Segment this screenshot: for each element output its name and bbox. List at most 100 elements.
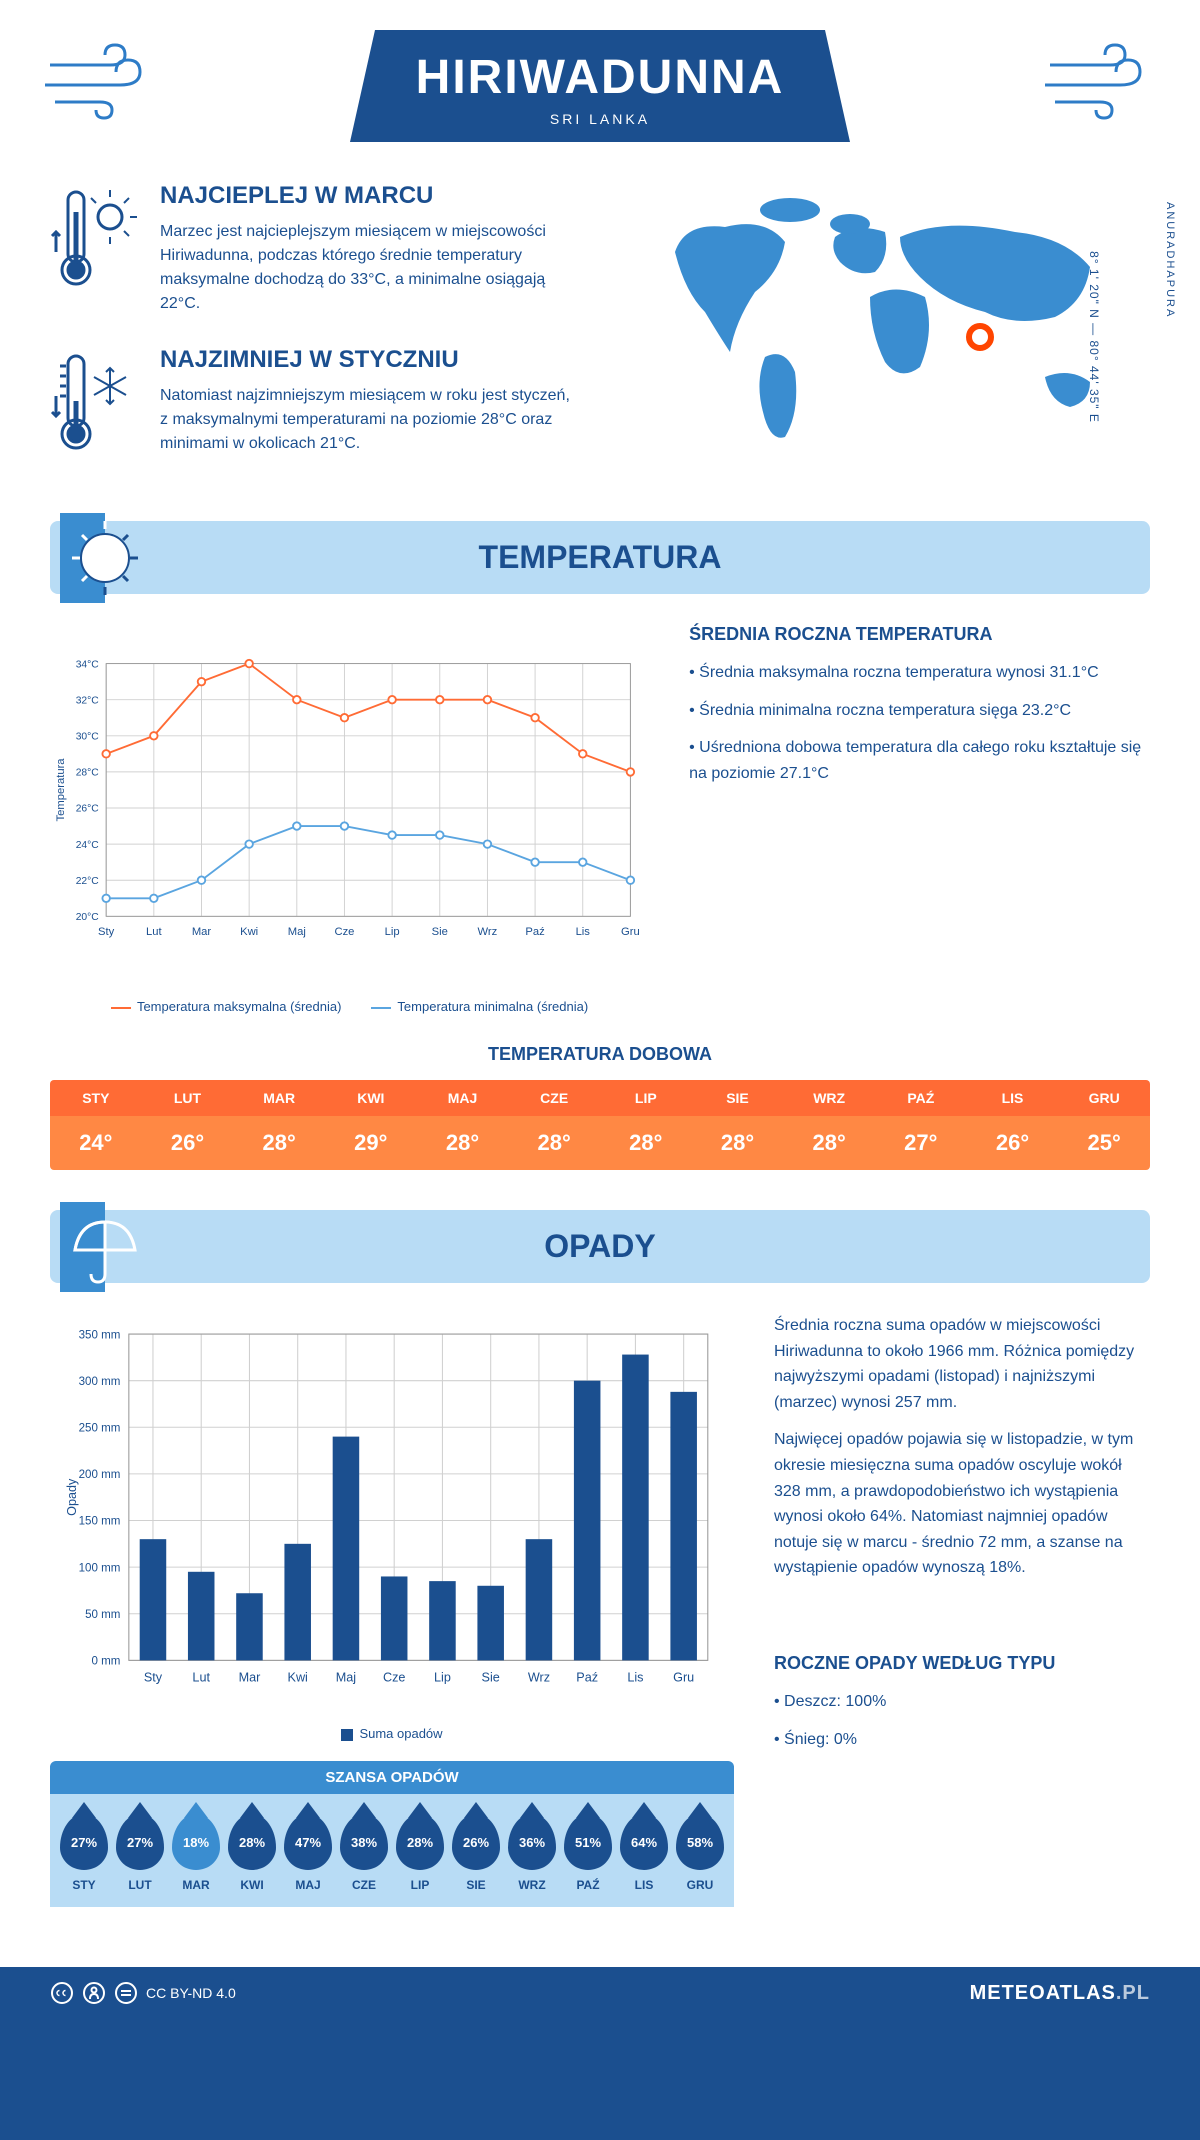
type-item: Deszcz: 100% <box>774 1689 1150 1715</box>
chance-month: WRZ <box>508 1878 556 1892</box>
svg-text:Cze: Cze <box>383 1670 405 1684</box>
site-name: METEOATLAS.PL <box>970 1982 1150 2005</box>
svg-text:24°C: 24°C <box>76 840 100 851</box>
svg-text:Gru: Gru <box>621 926 640 938</box>
daily-value: 28° <box>233 1116 325 1170</box>
daily-value: 24° <box>50 1116 142 1170</box>
svg-text:28°C: 28°C <box>76 768 100 779</box>
svg-text:50 mm: 50 mm <box>85 1609 120 1621</box>
temperature-section-header: TEMPERATURA <box>50 521 1150 594</box>
daily-month: STY <box>50 1080 142 1116</box>
svg-text:34°C: 34°C <box>76 659 100 670</box>
svg-text:150 mm: 150 mm <box>79 1516 121 1528</box>
legend-max: Temperatura maksymalna (średnia) <box>111 999 341 1014</box>
precip-type-list: Deszcz: 100% Śnieg: 0% <box>774 1689 1150 1752</box>
location-title: HIRIWADUNNA <box>410 50 790 105</box>
type-item: Śnieg: 0% <box>774 1727 1150 1753</box>
warmest-block: NAJCIEPLEJ W MARCU Marzec jest najcieple… <box>50 182 580 316</box>
region-label: ANURADHAPURA <box>1164 202 1176 318</box>
chance-month: LIP <box>396 1878 444 1892</box>
chance-month: CZE <box>340 1878 388 1892</box>
chance-drop: 28% <box>228 1814 276 1870</box>
daily-month: PAŹ <box>875 1080 967 1116</box>
svg-text:250 mm: 250 mm <box>79 1422 121 1434</box>
bullet-item: Uśredniona dobowa temperatura dla całego… <box>689 735 1150 786</box>
header: HIRIWADUNNA SRI LANKA <box>0 0 1200 152</box>
warmest-text: Marzec jest najcieplejszym miesiącem w m… <box>160 220 580 316</box>
world-map: ANURADHAPURA 8° 1' 20" N — 80° 44' 35" E <box>620 182 1150 491</box>
daily-value: 26° <box>142 1116 234 1170</box>
chance-drop: 18% <box>172 1814 220 1870</box>
svg-text:350 mm: 350 mm <box>79 1329 121 1341</box>
chance-drop: 28% <box>396 1814 444 1870</box>
svg-text:22°C: 22°C <box>76 876 100 887</box>
thermometer-snow-icon <box>50 346 140 461</box>
footer: CC BY-ND 4.0 METEOATLAS.PL <box>0 1967 1200 2019</box>
chance-month: GRU <box>676 1878 724 1892</box>
svg-text:26°C: 26°C <box>76 804 100 815</box>
svg-text:300 mm: 300 mm <box>79 1376 121 1388</box>
svg-text:Kwi: Kwi <box>240 926 258 938</box>
svg-text:200 mm: 200 mm <box>79 1469 121 1481</box>
chance-cell: 64%LIS <box>620 1814 668 1892</box>
svg-text:Sty: Sty <box>144 1670 163 1684</box>
daily-value: 27° <box>875 1116 967 1170</box>
chance-drop: 27% <box>60 1814 108 1870</box>
daily-temp-title: TEMPERATURA DOBOWA <box>50 1044 1150 1065</box>
chance-cell: 28% LIP <box>396 1814 444 1892</box>
annual-temp-bullets: Średnia maksymalna roczna temperatura wy… <box>689 660 1150 786</box>
coldest-block: NAJZIMNIEJ W STYCZNIU Natomiast najzimni… <box>50 346 580 461</box>
precipitation-title: OPADY <box>544 1228 655 1264</box>
chance-cell: 58%GRU <box>676 1814 724 1892</box>
daily-value: 26° <box>967 1116 1059 1170</box>
coordinates: 8° 1' 20" N — 80° 44' 35" E <box>1087 251 1101 423</box>
coldest-title: NAJZIMNIEJ W STYCZNIU <box>160 346 580 374</box>
svg-text:Sty: Sty <box>98 926 115 938</box>
license: CC BY-ND 4.0 <box>50 1981 236 2005</box>
svg-text:Opady: Opady <box>65 1478 79 1516</box>
svg-text:Lut: Lut <box>192 1670 210 1684</box>
chance-drop: 38% <box>340 1814 388 1870</box>
chance-cell: 28%KWI <box>228 1814 276 1892</box>
precip-text-2: Najwięcej opadów pojawia się w listopadz… <box>774 1427 1150 1581</box>
chart-legend: Temperatura maksymalna (średnia) Tempera… <box>50 999 649 1014</box>
warmest-title: NAJCIEPLEJ W MARCU <box>160 182 580 210</box>
annual-temp-title: ŚREDNIA ROCZNA TEMPERATURA <box>689 624 1150 645</box>
bullet-item: Średnia maksymalna roczna temperatura wy… <box>689 660 1150 686</box>
svg-text:Wrz: Wrz <box>478 926 498 938</box>
daily-month: LUT <box>142 1080 234 1116</box>
svg-text:Lip: Lip <box>434 1670 451 1684</box>
precipitation-bar-chart: 0 mm50 mm100 mm150 mm200 mm250 mm300 mm3… <box>50 1313 734 1713</box>
chance-month: MAR <box>172 1878 220 1892</box>
wind-icon <box>1040 40 1160 125</box>
temperature-line-chart: 20°C22°C24°C26°C28°C30°C32°C34°CStyLutMa… <box>50 624 649 984</box>
title-box: HIRIWADUNNA SRI LANKA <box>350 30 850 142</box>
svg-text:Wrz: Wrz <box>528 1670 550 1684</box>
chance-cell: 38% CZE <box>340 1814 388 1892</box>
chance-drop: 36% <box>508 1814 556 1870</box>
chance-cell: 18% MAR <box>172 1814 220 1892</box>
daily-value: 25° <box>1058 1116 1150 1170</box>
svg-text:Sie: Sie <box>432 926 448 938</box>
daily-temp-table: STYLUTMARKWIMAJCZELIPSIEWRZPAŹLISGRU24°2… <box>50 1080 1150 1170</box>
svg-text:Temperatura: Temperatura <box>55 758 67 822</box>
daily-value: 28° <box>783 1116 875 1170</box>
license-text: CC BY-ND 4.0 <box>146 1985 236 2001</box>
chance-month: LUT <box>116 1878 164 1892</box>
svg-text:Gru: Gru <box>673 1670 694 1684</box>
temperature-title: TEMPERATURA <box>479 539 722 575</box>
daily-month: CZE <box>508 1080 600 1116</box>
svg-text:Kwi: Kwi <box>288 1670 308 1684</box>
sun-icon <box>60 513 150 603</box>
umbrella-icon <box>60 1202 150 1292</box>
chance-month: LIS <box>620 1878 668 1892</box>
chance-drop: 47% <box>284 1814 332 1870</box>
svg-text:0 mm: 0 mm <box>92 1656 121 1668</box>
svg-text:Lis: Lis <box>627 1670 643 1684</box>
svg-text:30°C: 30°C <box>76 732 100 743</box>
thermometer-sun-icon <box>50 182 140 316</box>
daily-month: LIP <box>600 1080 692 1116</box>
daily-value: 28° <box>417 1116 509 1170</box>
chance-cell: 51%PAŹ <box>564 1814 612 1892</box>
chance-drop: 27% <box>116 1814 164 1870</box>
